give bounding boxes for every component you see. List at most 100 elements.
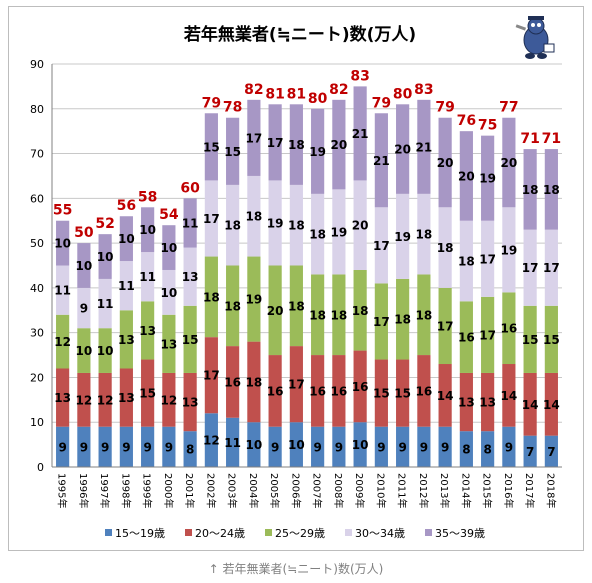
total-label: 82 [329, 82, 348, 98]
bar-segment [162, 269, 176, 315]
bar-segment [417, 355, 431, 427]
x-tick-label: 2003年 [226, 473, 239, 508]
bar-segment [438, 426, 452, 467]
bar-segment [98, 426, 112, 467]
bar-segment [544, 305, 558, 373]
data-label: 11 [54, 284, 71, 298]
data-label: 14 [501, 389, 518, 403]
data-label: 9 [398, 440, 406, 454]
x-tick-label: 2005年 [268, 473, 281, 508]
data-label: 17 [479, 328, 496, 342]
data-label: 20 [501, 156, 518, 170]
data-label: 15 [139, 387, 156, 401]
data-label: 20 [394, 143, 411, 157]
x-tick-label: 2018年 [544, 473, 557, 508]
x-tick-label: 2017年 [523, 473, 536, 508]
bar-segment [183, 431, 197, 467]
data-label: 11 [224, 436, 241, 450]
bar-segment [311, 108, 325, 194]
total-label: 76 [457, 113, 476, 129]
bar-segment [353, 180, 367, 270]
bar-segment [311, 274, 325, 356]
bar-segment [77, 372, 91, 427]
bar-segment [247, 341, 261, 423]
bar-segment [374, 283, 388, 360]
bar-segment [268, 180, 282, 266]
legend-swatch [425, 529, 432, 536]
bar-segment [56, 314, 70, 369]
data-label: 16 [416, 384, 433, 398]
legend-swatch [345, 529, 352, 536]
total-label: 81 [287, 86, 306, 102]
total-label: 71 [520, 131, 539, 147]
data-label: 10 [161, 241, 178, 255]
data-label: 10 [54, 237, 71, 251]
bar-segment [523, 149, 537, 230]
data-label: 13 [182, 270, 199, 284]
bar-segment [226, 346, 240, 418]
bar-segment [332, 189, 346, 275]
data-label: 17 [203, 212, 220, 226]
bar-segment [417, 426, 431, 467]
data-label: 17 [437, 319, 454, 333]
bar-segment [247, 99, 261, 176]
legend-label: 25〜29歳 [275, 527, 325, 540]
bar-segment [247, 422, 261, 467]
data-label: 15 [203, 140, 220, 154]
data-label: 9 [377, 440, 385, 454]
data-label: 14 [522, 398, 539, 412]
data-label: 19 [267, 216, 284, 230]
bar-segment [289, 184, 303, 266]
data-label: 16 [352, 380, 369, 394]
data-label: 15 [394, 387, 411, 401]
data-label: 18 [437, 241, 454, 255]
data-label: 13 [161, 337, 178, 351]
data-label: 18 [288, 219, 305, 233]
data-label: 10 [161, 286, 178, 300]
data-label: 19 [394, 230, 411, 244]
data-label: 20 [458, 169, 475, 183]
data-label: 16 [224, 375, 241, 389]
bar-segment [374, 113, 388, 208]
bar-segment [204, 180, 218, 257]
data-label: 18 [331, 308, 348, 322]
bar-segment [183, 372, 197, 432]
data-label: 18 [309, 228, 326, 242]
data-label: 20 [437, 156, 454, 170]
total-label: 56 [117, 198, 136, 214]
bar-segment [523, 435, 537, 467]
data-label: 13 [139, 324, 156, 338]
bar-segment [289, 346, 303, 423]
bar-segment [438, 117, 452, 208]
total-label: 79 [435, 100, 454, 116]
data-label: 9 [80, 440, 88, 454]
x-tick-label: 2014年 [459, 473, 472, 508]
data-label: 9 [313, 440, 321, 454]
total-label: 79 [202, 95, 221, 111]
data-label: 18 [543, 183, 560, 197]
data-label: 11 [139, 270, 156, 284]
total-label: 71 [542, 131, 561, 147]
total-label: 83 [350, 68, 369, 84]
bar-segment [77, 328, 91, 373]
bar-segment [438, 207, 452, 288]
data-label: 9 [165, 440, 173, 454]
data-label: 14 [543, 398, 560, 412]
bar-segment [56, 265, 70, 315]
data-label: 14 [437, 389, 454, 403]
bar-segment [438, 287, 452, 365]
bar-segment [396, 193, 410, 279]
total-label: 81 [265, 86, 284, 102]
x-tick-label: 2010年 [374, 473, 387, 508]
bar-segment [119, 261, 133, 311]
data-label: 17 [479, 252, 496, 266]
data-label: 10 [76, 344, 93, 358]
data-label: 19 [309, 145, 326, 159]
bar-segment [98, 278, 112, 329]
bar-segment [332, 99, 346, 190]
data-label: 8 [462, 443, 470, 457]
bar-segment [502, 292, 516, 365]
data-label: 13 [458, 396, 475, 410]
data-label: 19 [331, 225, 348, 239]
data-label: 20 [352, 219, 369, 233]
